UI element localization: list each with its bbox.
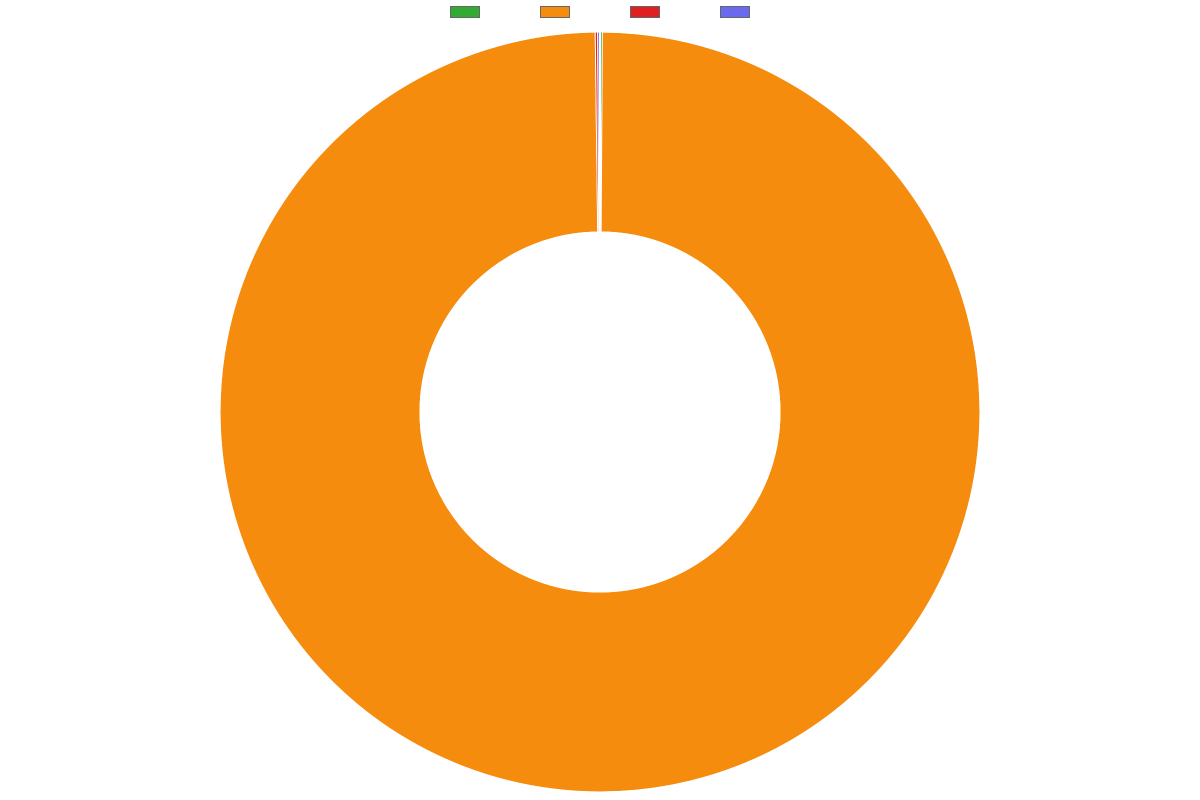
donut-wrap (0, 24, 1200, 800)
donut-svg (218, 30, 982, 794)
donut-inner-ring (420, 232, 780, 592)
legend-swatch-0 (450, 6, 480, 18)
legend-swatch-2 (630, 6, 660, 18)
chart-legend (0, 6, 1200, 18)
legend-swatch-1 (540, 6, 570, 18)
legend-swatch-3 (720, 6, 750, 18)
donut-chart-container (0, 0, 1200, 800)
